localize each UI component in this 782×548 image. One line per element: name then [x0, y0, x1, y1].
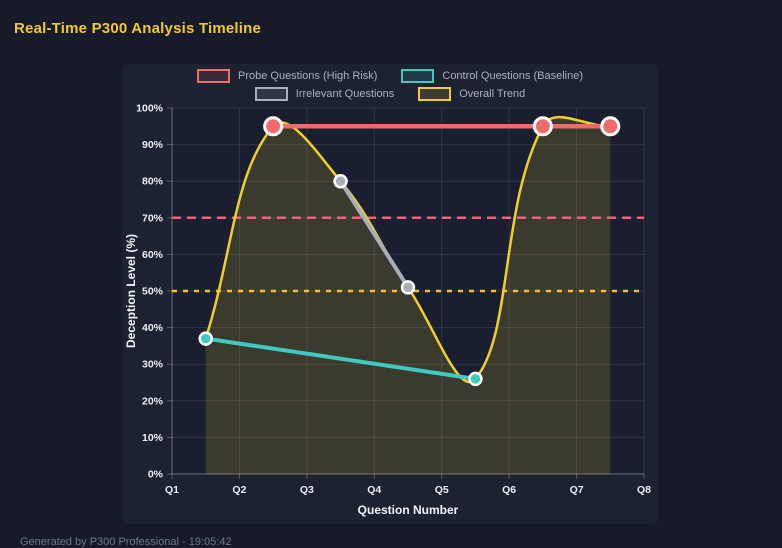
x-tick-label: Q2: [232, 484, 246, 496]
y-tick-label: 10%: [142, 432, 164, 444]
x-tick-label: Q8: [637, 484, 651, 496]
series-line-irrelevant-questions: [338, 179, 410, 290]
legend-item-control-questions-baseline[interactable]: Control Questions (Baseline): [401, 69, 583, 83]
y-tick-label: 70%: [142, 212, 164, 224]
legend-item-overall-trend[interactable]: Overall Trend: [418, 87, 525, 101]
y-tick-label: 90%: [142, 139, 164, 151]
chart-panel: Probe Questions (High Risk) Control Quest…: [122, 64, 658, 524]
data-point-control-questions-baseline[interactable]: [468, 371, 483, 387]
x-axis-title: Question Number: [358, 503, 459, 517]
data-point-probe-questions-high-risk[interactable]: [600, 116, 621, 137]
legend-item-irrelevant-questions[interactable]: Irrelevant Questions: [254, 87, 395, 101]
x-tick-label: Q7: [570, 484, 584, 496]
legend-swatch: [196, 69, 230, 83]
y-tick-label: 80%: [142, 176, 164, 188]
series-line-control-questions-baseline: [203, 336, 478, 381]
data-point-probe-questions-high-risk[interactable]: [532, 116, 553, 137]
y-tick-label: 50%: [142, 286, 164, 298]
x-tick-label: Q3: [300, 484, 314, 496]
y-tick-label: 100%: [136, 103, 164, 115]
legend-label: Probe Questions (High Risk): [237, 70, 378, 82]
y-tick-label: 40%: [142, 322, 164, 334]
timeline-chart[interactable]: 0% 10% 20% 30% 40% 50% 60% 70% 80% 90% 100% Q1 Q2 Q3 Q…: [122, 100, 658, 524]
y-axis-title: Deception Level (%): [124, 234, 138, 348]
x-tick-label: Q1: [165, 484, 179, 496]
legend-swatch: [401, 69, 435, 83]
page-footer: Generated by P300 Professional - 19:05:4…: [20, 536, 232, 548]
x-tick-label: Q5: [435, 484, 449, 496]
y-tick-label: 30%: [142, 359, 164, 371]
page-title: Real-Time P300 Analysis Timeline: [14, 20, 262, 37]
legend-label: Control Questions (Baseline): [442, 70, 583, 82]
legend-swatch: [418, 87, 452, 101]
chart-legend: Probe Questions (High Risk) Control Quest…: [122, 69, 658, 101]
overall-trend-area-fill: [205, 117, 611, 475]
data-point-probe-questions-high-risk[interactable]: [263, 116, 284, 137]
y-tick-label: 0%: [148, 469, 164, 481]
data-point-control-questions-baseline[interactable]: [198, 331, 213, 346]
legend-label: Overall Trend: [459, 88, 526, 100]
x-tick-label: Q4: [367, 484, 381, 496]
legend-item-probe-questions-high-risk[interactable]: Probe Questions (High Risk): [196, 69, 378, 83]
legend-label: Irrelevant Questions: [295, 88, 395, 100]
x-tick-label: Q6: [502, 484, 516, 496]
y-tick-label: 60%: [142, 249, 164, 261]
data-point-irrelevant-questions[interactable]: [333, 173, 348, 189]
legend-swatch: [254, 87, 288, 101]
y-tick-label: 20%: [142, 395, 164, 407]
data-point-irrelevant-questions[interactable]: [400, 280, 416, 295]
